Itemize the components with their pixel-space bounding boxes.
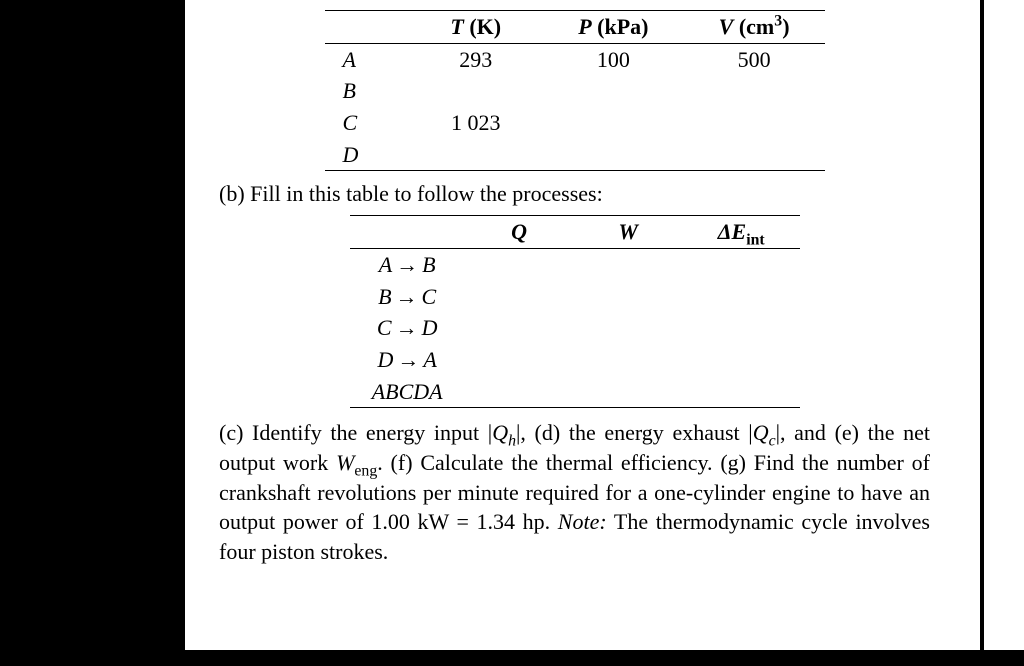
t2-r2-from: C — [377, 315, 392, 340]
t1-head-P: P (kPa) — [543, 11, 684, 44]
t2-r0-to: B — [422, 252, 435, 277]
t1-r1-label: B — [325, 75, 409, 107]
table-row: D→A — [350, 344, 800, 376]
t2-head-dE-delta: Δ — [718, 219, 732, 244]
t2-head-dE-E: E — [732, 219, 747, 244]
t2-r3-proc: D→A — [350, 344, 465, 376]
t1-r1-V — [684, 75, 825, 107]
t1-head-T: T (K) — [408, 11, 543, 44]
t2-total-label: ABCDA — [350, 376, 465, 408]
t1-r1-T — [408, 75, 543, 107]
table-row: ABCDA — [350, 376, 800, 408]
process-table: Q W ΔEint A→B B→C C→D D→A AB — [350, 215, 800, 408]
table-row: B→C — [350, 281, 800, 313]
table-row: C→D — [350, 312, 800, 344]
bottom-bar — [0, 650, 1024, 666]
t2-head-dE-sub: int — [746, 232, 764, 249]
t1-head-state — [325, 11, 409, 44]
arrow-icon: → — [392, 284, 422, 309]
t2-r1-to: C — [422, 284, 437, 309]
arrow-icon: → — [392, 315, 422, 340]
t2-r3-to: A — [423, 347, 436, 372]
t1-r0-V: 500 — [684, 43, 825, 75]
t1-head-V-unit-prefix: (cm — [739, 14, 774, 39]
pc-Qh: Q — [492, 420, 508, 445]
table-row: B — [325, 75, 825, 107]
table-row: D — [325, 139, 825, 171]
t1-r2-V — [684, 107, 825, 139]
t1-r0-P: 100 — [543, 43, 684, 75]
table-row: C 1 023 — [325, 107, 825, 139]
t1-head-T-sym: T — [450, 14, 463, 39]
state-table: T (K) P (kPa) V (cm3) A 293 100 500 B C … — [325, 10, 825, 171]
table-row: A 293 100 500 — [325, 43, 825, 75]
t2-head-W: W — [573, 216, 683, 249]
t2-r1-from: B — [378, 284, 391, 309]
pc-Qc: Q — [753, 420, 769, 445]
right-gutter — [984, 0, 1024, 666]
t2-head-Q-sym: Q — [511, 219, 527, 244]
intro-b: (b) Fill in this table to follow the pro… — [219, 179, 930, 209]
arrow-icon: → — [392, 252, 422, 277]
t1-r0-T: 293 — [408, 43, 543, 75]
pc-sub-eng: eng — [354, 462, 377, 479]
t1-head-V-unit-exp: 3 — [774, 13, 782, 30]
t1-head-V-sym: V — [719, 14, 734, 39]
paragraph-cg: (c) Identify the energy input |Qh|, (d) … — [219, 418, 930, 566]
t1-head-V-unit-suffix: ) — [782, 14, 789, 39]
t1-head-V: V (cm3) — [684, 11, 825, 44]
arrow-icon: → — [393, 347, 423, 372]
pc-sub-h: h — [508, 433, 516, 450]
t1-r2-T: 1 023 — [408, 107, 543, 139]
pc-W: W — [336, 450, 354, 475]
t2-head-proc — [350, 216, 465, 249]
t2-r0-proc: A→B — [350, 248, 465, 280]
t1-r2-P — [543, 107, 684, 139]
t2-head-dE: ΔEint — [683, 216, 800, 249]
t2-r2-to: D — [422, 315, 438, 340]
pc-sub-c: c — [769, 433, 776, 450]
t1-r3-V — [684, 139, 825, 171]
t2-r1-proc: B→C — [350, 281, 465, 313]
table-row: A→B — [350, 248, 800, 280]
t1-r2-label: C — [325, 107, 409, 139]
t1-r1-P — [543, 75, 684, 107]
t1-r0-label: A — [325, 43, 409, 75]
t1-head-T-unit: (K) — [469, 14, 501, 39]
t2-head-Q: Q — [465, 216, 574, 249]
t2-r3-from: D — [377, 347, 393, 372]
t1-r3-label: D — [325, 139, 409, 171]
t2-r2-proc: C→D — [350, 312, 465, 344]
pc-t2: |, (d) the energy exhaust | — [516, 420, 753, 445]
t1-head-P-sym: P — [578, 14, 591, 39]
t2-r0-from: A — [379, 252, 392, 277]
pc-t1: (c) Identify the energy input | — [219, 420, 492, 445]
pc-note: Note: — [558, 509, 607, 534]
t1-r3-P — [543, 139, 684, 171]
t1-head-P-unit: (kPa) — [597, 14, 648, 39]
page-content: T (K) P (kPa) V (cm3) A 293 100 500 B C … — [185, 0, 982, 666]
t1-head-V-unit: (cm3) — [739, 14, 790, 39]
t2-head-W-sym: W — [618, 219, 638, 244]
t1-r3-T — [408, 139, 543, 171]
